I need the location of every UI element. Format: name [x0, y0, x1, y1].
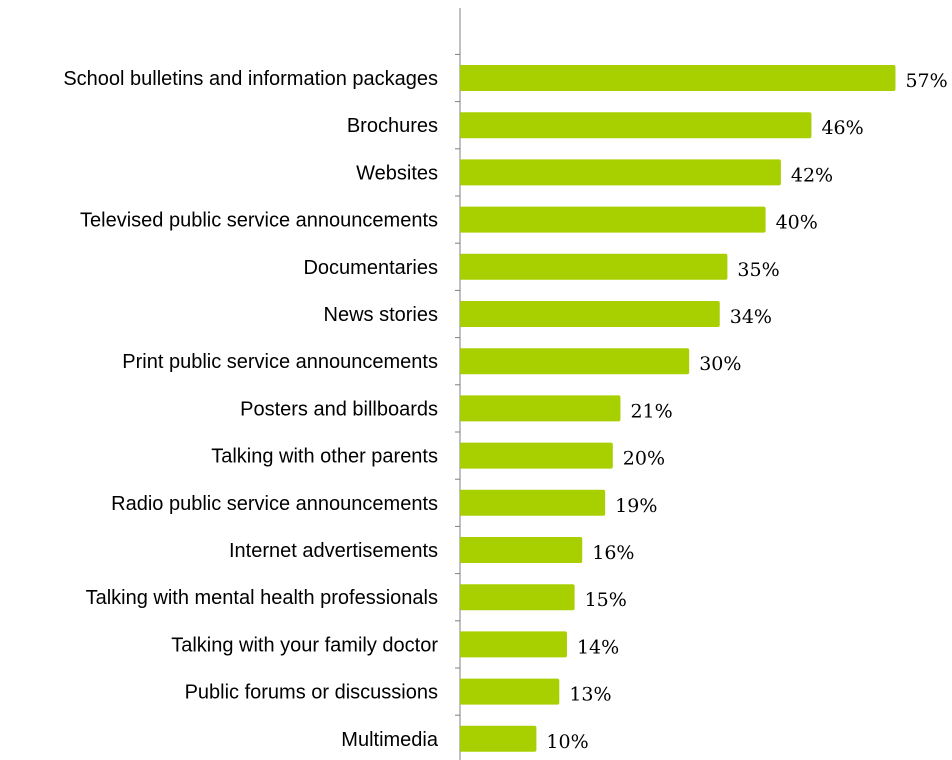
bar [460, 206, 766, 233]
category-label: Talking with your family doctor [171, 634, 438, 656]
category-label: Talking with other parents [211, 446, 438, 468]
bar [460, 584, 575, 611]
axis-ticks [455, 53, 460, 716]
bar [460, 631, 567, 658]
value-label: 10% [546, 731, 588, 753]
value-label: 40% [776, 212, 818, 234]
bar [460, 395, 621, 422]
value-label: 46% [821, 117, 863, 139]
category-label: Print public service announcements [122, 351, 438, 373]
bar [460, 253, 728, 280]
bar [460, 159, 781, 186]
bar [460, 725, 537, 752]
category-labels: School bulletins and information package… [63, 68, 439, 751]
category-label: Websites [356, 162, 438, 184]
value-label: 34% [730, 306, 772, 328]
bar [460, 442, 613, 469]
category-label: Public forums or discussions [185, 682, 438, 704]
category-label: Brochures [347, 115, 438, 137]
category-label: School bulletins and information package… [63, 68, 438, 90]
value-label: 42% [791, 164, 833, 186]
value-label: 30% [699, 353, 741, 375]
value-labels: 57% 46% 42% 40% 35% 34% 30% 21% 20% 19% 16% 15% 14% 1… [546, 70, 947, 753]
value-label: 19% [615, 495, 657, 517]
category-label: News stories [324, 304, 438, 326]
category-label: Multimedia [341, 729, 439, 751]
bar [460, 537, 583, 563]
bar [460, 65, 896, 91]
value-label: 57% [905, 70, 947, 92]
bar [460, 112, 812, 139]
bar [460, 301, 720, 327]
bar [460, 489, 606, 516]
bars-group [460, 65, 896, 752]
category-label: Talking with mental health professionals [86, 587, 438, 609]
bar [460, 678, 560, 705]
value-label: 14% [577, 636, 619, 658]
value-label: 13% [569, 684, 611, 706]
value-label: 16% [592, 542, 634, 564]
category-label: Documentaries [303, 257, 438, 279]
value-label: 20% [623, 448, 665, 470]
value-label: 35% [737, 259, 779, 281]
bar [460, 348, 690, 375]
category-label: Televised public service announcements [80, 210, 438, 232]
category-label: Internet advertisements [229, 540, 438, 562]
category-label: Posters and billboards [240, 398, 438, 420]
value-label: 21% [630, 400, 672, 422]
value-label: 15% [585, 589, 627, 611]
category-label: Radio public service announcements [111, 493, 438, 515]
